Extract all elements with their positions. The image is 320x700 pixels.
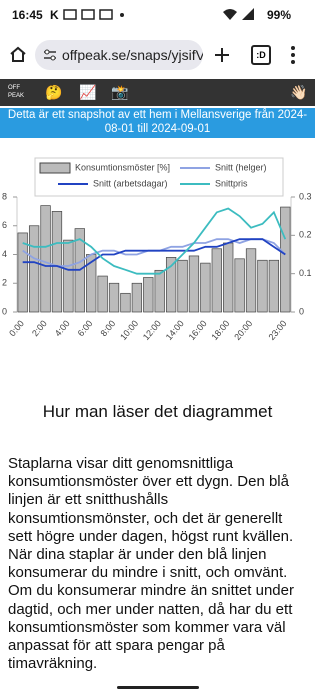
tab-count[interactable]: :D (251, 45, 271, 65)
heading: Hur man läser det diagrammet (42, 402, 273, 421)
x-tick-label: 10:00 (118, 318, 140, 342)
bar (40, 205, 51, 313)
status-icons (63, 9, 124, 20)
legend-swatch (39, 162, 71, 174)
bar (280, 206, 291, 313)
bar (131, 282, 143, 313)
x-tick-label: 2:00 (30, 318, 49, 338)
icon[interactable]: 📸 (111, 84, 129, 100)
y-tick-label: 0 (2, 306, 7, 316)
y-tick-label: 2 (2, 278, 7, 288)
home-button[interactable] (9, 46, 27, 62)
legend-label: Snittpris (215, 178, 248, 188)
body-text: Staplarna visar ditt genomsnittliga kons… (8, 455, 294, 673)
bar (97, 275, 108, 313)
x-tick-label: 18:00 (209, 318, 231, 342)
bar (188, 255, 200, 313)
bar (165, 257, 177, 313)
line (22, 238, 286, 271)
line (22, 207, 287, 275)
status-bar: 16:45 K 99% (0, 0, 315, 28)
bar (63, 239, 74, 313)
x-tick-label: 0:00 (7, 318, 26, 338)
time: 16:45 (12, 8, 43, 22)
bar (143, 277, 154, 313)
y2-tick-label: 0.2 (299, 230, 312, 240)
x-tick-label: 4:00 (53, 318, 72, 338)
x-tick-label: 8:00 (98, 318, 117, 338)
site-toolbar: OFF PEAK 🤔 📈 📸 👋🏻 (0, 79, 315, 106)
icon[interactable]: 🤔 (45, 84, 63, 100)
bar (51, 211, 63, 313)
legend-label: Snitt (helger) (215, 162, 267, 172)
notification: K (50, 8, 59, 22)
bar (17, 232, 28, 313)
icon[interactable]: 📈 (79, 84, 97, 100)
browser-bar: offpeak.se/snaps/yjsifVC :D (0, 30, 315, 78)
legend-label: Konsumtionsmöster [%] (75, 162, 170, 172)
y-tick-label: 4 (2, 249, 7, 259)
menu[interactable] (290, 45, 296, 65)
bar (120, 292, 131, 313)
legend-label: Snitt (arbetsdagar) (93, 178, 168, 188)
bar (234, 258, 245, 313)
y-tick-label: 6 (2, 220, 7, 230)
url-field[interactable]: offpeak.se/snaps/yjsifVC (35, 40, 203, 70)
signal-icons (223, 8, 254, 20)
bar (200, 262, 211, 313)
new-tab[interactable] (214, 47, 230, 63)
chart: 0 2 4 6 8 0 0.1 0.2 0.3 0:00 2:00 4:00 6:00 8:00 10:00… (2, 157, 312, 342)
logo[interactable]: OFF PEAK (8, 85, 25, 99)
site-icon (44, 49, 56, 61)
x-tick-label: 16:00 (187, 318, 209, 342)
url: offpeak.se/snaps/yjsifVC (62, 47, 203, 63)
x-tick-label: 20:00 (232, 318, 254, 342)
bar (177, 259, 188, 313)
y2-tick-label: 0.1 (299, 268, 312, 278)
x-tick-label: 6:00 (76, 318, 95, 338)
bar (28, 225, 40, 313)
y2-tick-label: 0.3 (299, 191, 312, 201)
bar (223, 242, 234, 313)
legend-box (34, 157, 284, 197)
bar (268, 259, 280, 313)
x-tick-label: 12:00 (141, 318, 163, 342)
y2-tick-label: 0 (299, 306, 304, 316)
nav-handle (117, 686, 199, 689)
banner: Detta är ett snapshot av ett hem i Mella… (0, 108, 315, 138)
bar (211, 248, 222, 313)
y-tick-label: 8 (2, 191, 7, 201)
bar (108, 282, 120, 313)
x-tick-label: 14:00 (164, 318, 186, 342)
icon[interactable]: 👋🏻 (290, 84, 308, 100)
bar (245, 248, 257, 313)
bar (154, 269, 165, 313)
bar (257, 259, 268, 313)
x-tick-label: 23:00 (266, 318, 288, 342)
battery: 99% (267, 8, 292, 22)
